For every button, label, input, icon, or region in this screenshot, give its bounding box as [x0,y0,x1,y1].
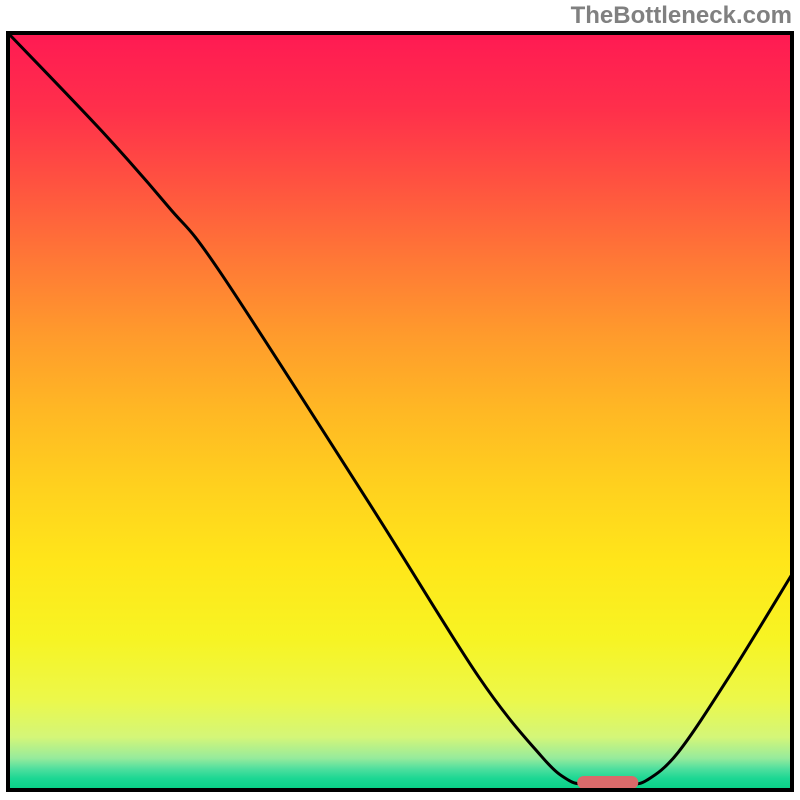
optimal-marker [577,776,638,789]
chart-svg [0,0,800,800]
plot-background-gradient [8,33,792,790]
watermark-text: TheBottleneck.com [571,2,792,30]
bottleneck-chart: TheBottleneck.com [0,0,800,800]
